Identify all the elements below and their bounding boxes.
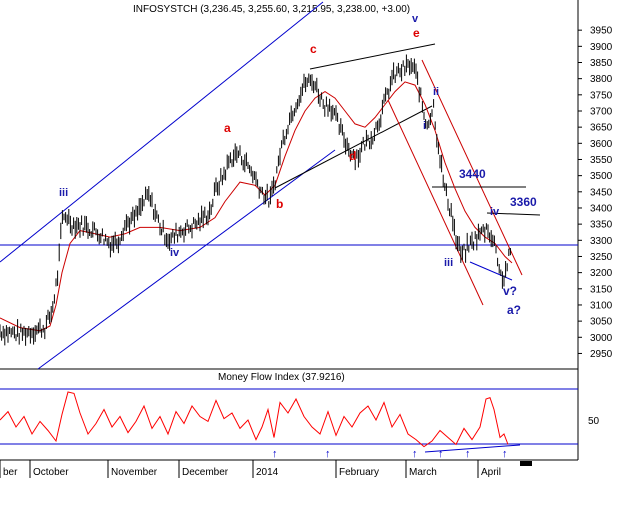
x-tick-label: 2014 — [256, 467, 279, 478]
price-tick-label: 3100 — [590, 300, 613, 311]
wave-label-a: a — [224, 121, 231, 135]
price-tick-label: 3650 — [590, 123, 613, 134]
price-tick-label: 3000 — [590, 333, 613, 344]
price-tick-label: 3550 — [590, 155, 613, 166]
wave-label-v: v — [412, 13, 419, 25]
price-bars — [0, 54, 511, 346]
wave-label-iv: iv — [170, 247, 180, 259]
lower-channel-line — [37, 149, 336, 370]
wave-label-i: i — [423, 120, 426, 132]
price-tick-label: 3050 — [590, 317, 613, 328]
x-tick-label: March — [409, 467, 437, 478]
mfi-arrow-up-icon-3: ↑ — [412, 448, 418, 460]
mfi-arrows: ↑ ↑ ↑ ↑ ↑ ↑ — [272, 448, 508, 460]
price-tick-label: 3300 — [590, 236, 613, 247]
price-tick-label: 3600 — [590, 139, 613, 150]
level-3360-line — [486, 212, 541, 216]
price-tick-label: 3850 — [590, 58, 613, 69]
price-axis-ticks: 3950 3900 3850 3800 3750 3700 3650 3600 3550 3500… — [578, 26, 613, 360]
mfi-arrow-up-icon-4: ↑ — [438, 448, 444, 460]
triangle-top-line — [309, 43, 436, 70]
upper-channel-line — [0, 1, 324, 263]
trendlines — [0, 1, 578, 370]
price-tick-label: 3900 — [590, 42, 613, 53]
price-tick-label: 3150 — [590, 284, 613, 295]
mfi-title: Money Flow Index (37.9216) — [218, 372, 345, 383]
level-label-3360: 3360 — [510, 195, 537, 209]
x-tick-label: April — [481, 467, 501, 478]
moving-average-line — [0, 81, 513, 332]
wave-labels: iii iv v ii i iii iv v? a? a b c d e 344… — [59, 13, 537, 317]
red-channel-lower — [387, 99, 484, 306]
price-tick-label: 3400 — [590, 203, 613, 214]
mfi-arrow-up-icon-1: ↑ — [272, 448, 278, 460]
price-tick-label: 3750 — [590, 90, 613, 101]
x-axis-labels: ber October November December 2014 February Ma… — [0, 460, 501, 478]
mfi-arrow-up-icon-5: ↑ — [465, 448, 471, 460]
mfi-trendline — [424, 444, 521, 453]
triangle-bottom-line — [274, 105, 433, 189]
wave-label-c: c — [310, 42, 317, 56]
x-tick-label: October — [33, 467, 69, 478]
mfi-tick-50: 50 — [588, 416, 600, 427]
price-tick-label: 3200 — [590, 268, 613, 279]
price-tick-label: 3800 — [590, 74, 613, 85]
wave-label-b: b — [276, 197, 283, 211]
price-tick-label: 3700 — [590, 106, 613, 117]
x-tick-label: February — [339, 467, 379, 478]
wave-label-iii-2: iii — [444, 257, 453, 269]
wave-label-a-question: a? — [507, 303, 521, 317]
wave-label-d: d — [349, 149, 356, 163]
price-tick-label: 3250 — [590, 252, 613, 263]
wave-label-v-question: v? — [503, 284, 517, 298]
x-axis-marker — [520, 461, 532, 466]
chart-title: INFOSYSTCH (3,236.45, 3,255.60, 3,215.95… — [133, 4, 410, 15]
wave-label-e: e — [413, 26, 420, 40]
wave-label-iii: iii — [59, 187, 68, 199]
price-tick-label: 3950 — [590, 26, 613, 37]
mfi-line — [0, 391, 509, 448]
price-tick-label: 3350 — [590, 220, 613, 231]
x-tick-label: November — [111, 467, 158, 478]
price-tick-label: 3500 — [590, 171, 613, 182]
price-tick-label: 2950 — [590, 349, 613, 360]
mfi-arrow-up-icon-6: ↑ — [502, 448, 508, 460]
x-tick-label: ber — [3, 467, 18, 478]
x-tick-label: December — [182, 467, 229, 478]
wedge-lower-line — [469, 261, 513, 281]
wave-label-iv-2: iv — [490, 206, 500, 218]
mfi-arrow-up-icon-2: ↑ — [325, 448, 331, 460]
wave-label-ii: ii — [433, 86, 439, 98]
red-channel-upper — [421, 59, 523, 276]
level-label-3440: 3440 — [459, 167, 486, 181]
price-tick-label: 3450 — [590, 187, 613, 198]
